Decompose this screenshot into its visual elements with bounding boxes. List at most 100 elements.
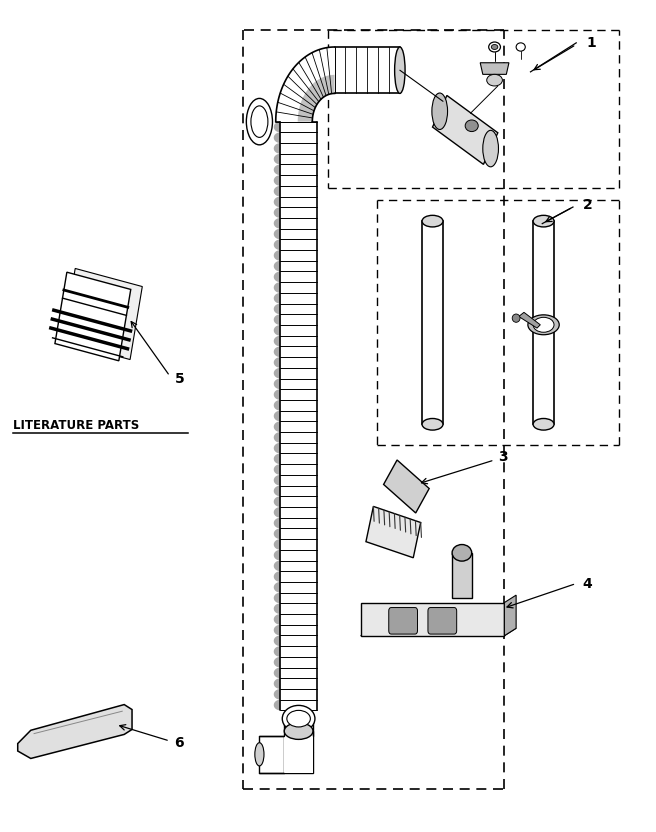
Text: 3: 3 xyxy=(498,450,508,464)
Polygon shape xyxy=(308,85,321,102)
Polygon shape xyxy=(274,453,280,464)
Ellipse shape xyxy=(432,93,447,130)
Polygon shape xyxy=(274,528,280,539)
Bar xyxy=(284,736,313,773)
Polygon shape xyxy=(18,705,132,759)
Polygon shape xyxy=(274,260,280,271)
Polygon shape xyxy=(274,271,280,282)
Polygon shape xyxy=(274,368,280,379)
Ellipse shape xyxy=(512,314,520,322)
Polygon shape xyxy=(274,186,280,196)
Polygon shape xyxy=(274,411,280,421)
Polygon shape xyxy=(305,88,319,105)
Ellipse shape xyxy=(247,98,272,145)
Polygon shape xyxy=(274,176,280,186)
Bar xyxy=(284,752,313,773)
Ellipse shape xyxy=(422,418,443,430)
Ellipse shape xyxy=(533,317,554,332)
Text: LITERATURE PARTS: LITERATURE PARTS xyxy=(13,419,139,433)
Polygon shape xyxy=(63,269,142,359)
Polygon shape xyxy=(274,625,280,636)
Polygon shape xyxy=(320,77,329,96)
Polygon shape xyxy=(361,628,516,636)
Polygon shape xyxy=(274,207,280,218)
Polygon shape xyxy=(274,496,280,507)
Ellipse shape xyxy=(287,711,310,727)
Polygon shape xyxy=(274,561,280,572)
Polygon shape xyxy=(274,132,280,143)
Polygon shape xyxy=(361,602,504,636)
Polygon shape xyxy=(274,550,280,561)
Polygon shape xyxy=(432,96,498,165)
Polygon shape xyxy=(274,346,280,357)
Ellipse shape xyxy=(516,43,525,51)
Bar xyxy=(422,221,443,424)
Polygon shape xyxy=(298,116,312,121)
Polygon shape xyxy=(302,93,317,107)
Text: 5: 5 xyxy=(174,372,184,386)
Polygon shape xyxy=(519,312,541,328)
Ellipse shape xyxy=(489,42,501,52)
Polygon shape xyxy=(274,592,280,603)
Polygon shape xyxy=(274,293,280,304)
Polygon shape xyxy=(366,507,420,557)
Polygon shape xyxy=(274,582,280,592)
Polygon shape xyxy=(480,62,509,74)
FancyBboxPatch shape xyxy=(428,607,457,634)
Polygon shape xyxy=(504,595,516,636)
Bar xyxy=(259,736,284,773)
Polygon shape xyxy=(274,572,280,582)
Ellipse shape xyxy=(483,131,499,167)
Ellipse shape xyxy=(487,74,502,86)
Polygon shape xyxy=(274,154,280,165)
Polygon shape xyxy=(274,656,280,667)
Ellipse shape xyxy=(422,215,443,227)
Polygon shape xyxy=(274,250,280,260)
Polygon shape xyxy=(274,475,280,486)
Polygon shape xyxy=(312,82,323,99)
Bar xyxy=(284,719,313,752)
Polygon shape xyxy=(274,240,280,250)
Polygon shape xyxy=(274,667,280,678)
Ellipse shape xyxy=(284,723,313,740)
Polygon shape xyxy=(298,110,313,118)
Polygon shape xyxy=(274,646,280,656)
Polygon shape xyxy=(274,539,280,550)
Polygon shape xyxy=(274,432,280,443)
Polygon shape xyxy=(274,229,280,240)
Ellipse shape xyxy=(528,314,560,334)
Polygon shape xyxy=(274,689,280,700)
Polygon shape xyxy=(300,98,316,111)
Polygon shape xyxy=(330,75,335,94)
Polygon shape xyxy=(274,400,280,411)
Polygon shape xyxy=(274,314,280,325)
Ellipse shape xyxy=(533,215,554,227)
Polygon shape xyxy=(274,603,280,614)
Polygon shape xyxy=(276,47,335,121)
Polygon shape xyxy=(274,464,280,475)
Ellipse shape xyxy=(465,120,478,131)
Ellipse shape xyxy=(452,544,472,561)
Bar xyxy=(533,221,554,424)
Polygon shape xyxy=(274,614,280,625)
Ellipse shape xyxy=(255,743,264,766)
Polygon shape xyxy=(274,357,280,368)
Polygon shape xyxy=(274,636,280,646)
Polygon shape xyxy=(274,336,280,346)
Polygon shape xyxy=(274,443,280,453)
Polygon shape xyxy=(274,700,280,711)
Ellipse shape xyxy=(251,106,268,137)
Polygon shape xyxy=(274,389,280,400)
Text: 1: 1 xyxy=(586,36,596,50)
Polygon shape xyxy=(274,325,280,336)
Polygon shape xyxy=(274,143,280,154)
Polygon shape xyxy=(274,304,280,314)
Ellipse shape xyxy=(282,706,315,732)
Polygon shape xyxy=(274,421,280,432)
Polygon shape xyxy=(274,218,280,229)
Polygon shape xyxy=(274,379,280,389)
Polygon shape xyxy=(274,196,280,207)
Polygon shape xyxy=(274,282,280,293)
Polygon shape xyxy=(55,272,131,361)
Polygon shape xyxy=(316,78,326,97)
